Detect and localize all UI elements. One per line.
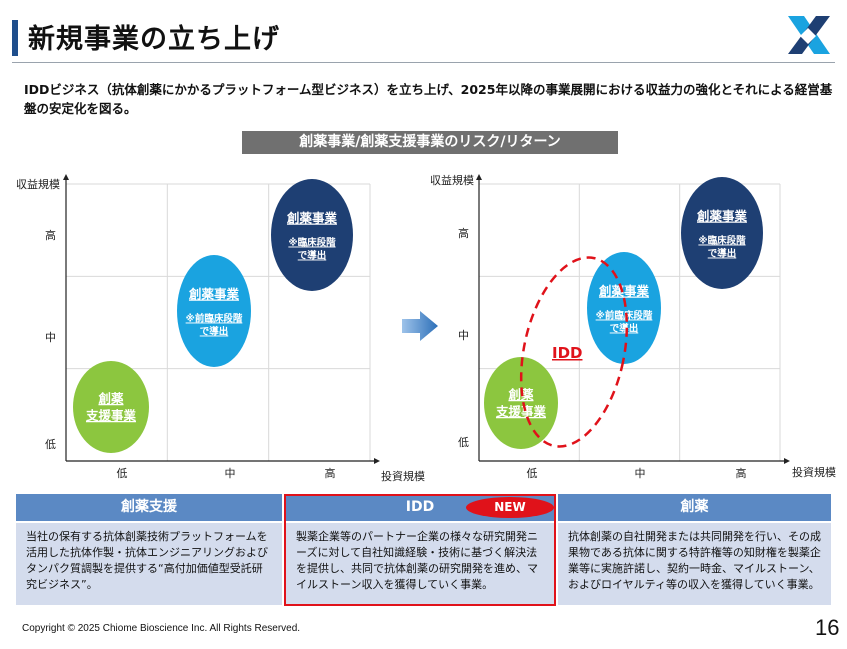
new-badge: NEW bbox=[466, 497, 554, 518]
left-chart-y-tick-label: 高 bbox=[45, 228, 56, 242]
column-body-drug-discovery-support: 当社の保有する抗体創薬技術プラットフォームを活用した抗体作製・抗体エンジニアリン… bbox=[16, 523, 282, 605]
idd-highlight-frame bbox=[284, 494, 556, 606]
column-body-idd: 製薬企業等のパートナー企業の様々な研究開発ニーズに対して自社知識経験・技術に基づ… bbox=[286, 523, 554, 605]
right-chart-bubble-note: ※前臨床段階 bbox=[596, 310, 653, 322]
right-chart-bubble-0 bbox=[484, 357, 558, 449]
left-chart-bubble-note: で導出 bbox=[298, 250, 327, 262]
right-chart-x-axis-label: 投資規模 bbox=[792, 465, 836, 479]
left-chart-bubble-label: 創薬 bbox=[97, 391, 124, 406]
left-chart-x-tick-label: 中 bbox=[225, 467, 236, 480]
right-chart-bubble-note: ※臨床段階 bbox=[698, 235, 746, 247]
right-chart-bubble-1 bbox=[587, 252, 661, 364]
right-chart-x-tick-label: 低 bbox=[527, 467, 538, 480]
right-chart-y-tick-label: 低 bbox=[458, 436, 469, 449]
left-chart-bubble-0 bbox=[73, 361, 149, 453]
right-chart-bubble-label: 創薬 bbox=[507, 387, 534, 402]
left-chart-x-axis-label: 投資規模 bbox=[381, 469, 425, 483]
right-chart-idd-dashed-ellipse bbox=[519, 256, 629, 448]
left-chart-bubble-note: で導出 bbox=[200, 326, 229, 338]
column-body-drug-discovery: 抗体創薬の自社開発または共同開発を行い、その成果物である抗体に関する特許権等の知… bbox=[558, 523, 831, 605]
right-chart-y-tick-label: 高 bbox=[458, 226, 469, 240]
left-chart-y-axis-label: 収益規模 bbox=[16, 177, 60, 191]
left-chart-bubble-label: 創薬事業 bbox=[286, 211, 338, 226]
right-chart-bubble-label: 支援事業 bbox=[495, 404, 547, 419]
right-chart-bubble-note: で導出 bbox=[610, 323, 639, 335]
right-chart-y-axis-arrow bbox=[476, 174, 482, 180]
left-chart-bubble-note: ※前臨床段階 bbox=[186, 313, 243, 325]
title-accent-bar bbox=[12, 20, 18, 56]
section-header: 創薬事業/創薬支援事業のリスク/リターン bbox=[242, 131, 618, 154]
right-chart-idd-label: IDD bbox=[552, 344, 582, 362]
left-chart-y-axis-arrow bbox=[63, 174, 69, 180]
column-heading-drug-discovery: 創薬 bbox=[558, 494, 831, 521]
left-chart-bubble-label: 支援事業 bbox=[85, 408, 137, 423]
left-chart-y-tick-label: 低 bbox=[45, 438, 56, 451]
left-chart-x-tick-label: 低 bbox=[117, 467, 128, 480]
summary-text: IDDビジネス（抗体創薬にかかるプラットフォーム型ビジネス）を立ち上げ、2025… bbox=[24, 82, 833, 116]
right-chart-x-tick-label: 中 bbox=[635, 467, 646, 480]
page-number: 16 bbox=[815, 615, 840, 640]
right-chart-bubble-note: で導出 bbox=[708, 248, 737, 260]
left-chart-x-axis-arrow bbox=[374, 458, 380, 464]
right-chart-bubble-2 bbox=[681, 177, 763, 289]
right-chart-x-tick-label: 高 bbox=[736, 466, 747, 480]
left-chart-y-tick-label: 中 bbox=[45, 331, 56, 344]
transition-arrow-icon bbox=[402, 311, 438, 345]
chiome-x-logo-icon bbox=[786, 14, 832, 56]
copyright-text: Copyright © 2025 Chiome Bioscience Inc. … bbox=[22, 623, 301, 634]
right-chart-bubble-label: 創薬事業 bbox=[598, 284, 650, 299]
right-chart-x-axis-arrow bbox=[784, 458, 790, 464]
left-chart-bubble-1 bbox=[177, 255, 251, 367]
right-chart-bubble-label: 創薬事業 bbox=[696, 209, 748, 224]
right-chart-y-axis-label: 収益規模 bbox=[430, 173, 474, 187]
left-chart-x-tick-label: 高 bbox=[325, 466, 336, 480]
column-heading-drug-discovery-support: 創薬支援 bbox=[16, 494, 282, 521]
left-chart-bubble-2 bbox=[271, 179, 353, 291]
right-chart-y-tick-label: 中 bbox=[458, 329, 469, 342]
title-divider bbox=[12, 62, 835, 63]
page-title: 新規事業の立ち上げ bbox=[28, 24, 280, 55]
left-chart-bubble-label: 創薬事業 bbox=[188, 287, 240, 302]
left-chart-bubble-note: ※臨床段階 bbox=[288, 237, 336, 249]
